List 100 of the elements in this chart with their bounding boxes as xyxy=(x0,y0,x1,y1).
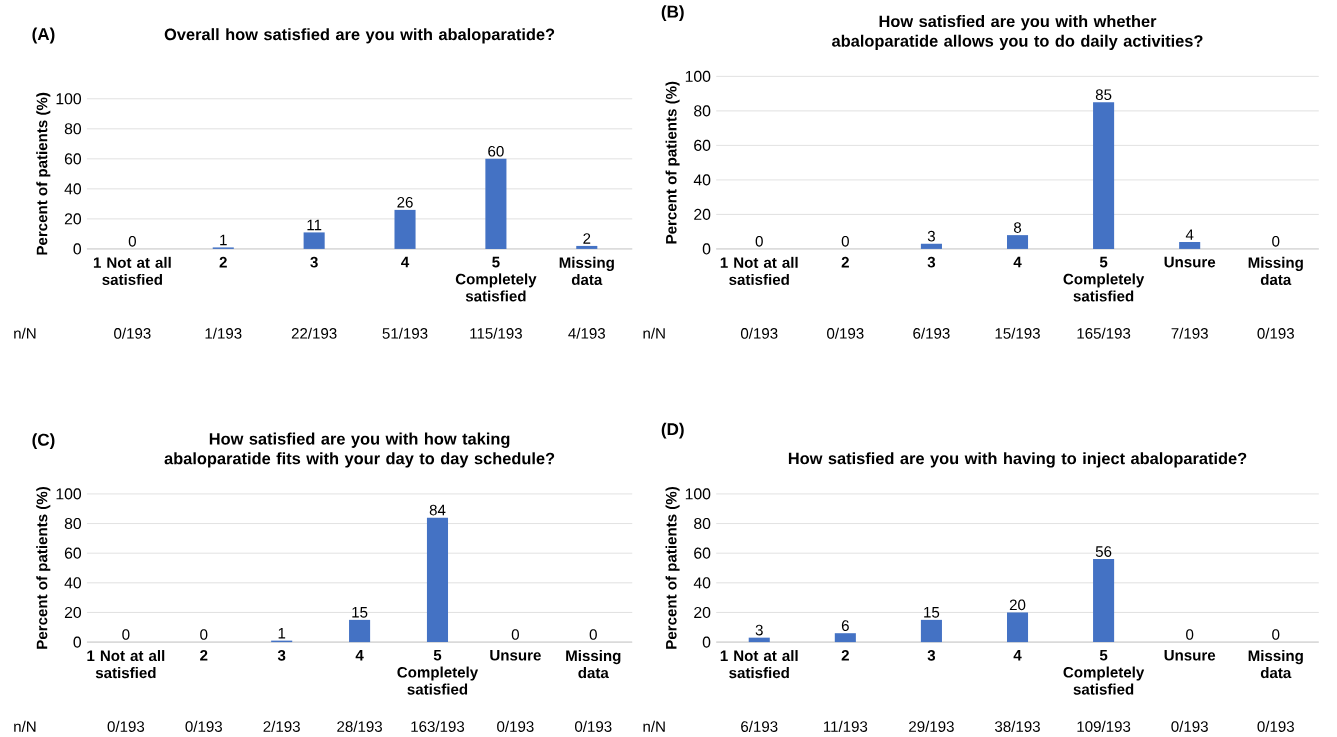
text: 0/193 xyxy=(1257,720,1294,732)
text: 7/193 xyxy=(1171,327,1208,339)
x-tick-label: 4 xyxy=(401,256,410,268)
text: 29/193 xyxy=(909,720,954,732)
y-tick-label: 80 xyxy=(694,518,711,530)
y-tick-label: 0 xyxy=(702,636,711,648)
bar xyxy=(1006,612,1029,643)
x-tick-label: 1 Not at all satisfied xyxy=(720,256,798,286)
chart-title: How satisfied are you with how taking abaloparatide fits with your day to day schedule? xyxy=(164,432,555,468)
y-tick-label: 60 xyxy=(64,547,82,559)
data-label: 0 xyxy=(841,236,849,247)
data-label: 0 xyxy=(511,629,519,640)
x-tick-label: Missing data xyxy=(566,650,621,679)
y-tick-label: 40 xyxy=(64,183,82,195)
y-tick-label: 0 xyxy=(73,243,82,255)
y-axis-title: Percent of patients (%) xyxy=(665,81,680,244)
y-tick-label: 40 xyxy=(693,577,711,589)
text: 28/193 xyxy=(337,720,382,732)
x-tick-label: Unsure xyxy=(1164,650,1216,661)
data-label: 3 xyxy=(927,230,935,242)
data-label: 0 xyxy=(200,629,208,640)
x-tick-label: 2 xyxy=(841,256,849,268)
y-tick-label: 60 xyxy=(64,153,82,165)
text: (B) xyxy=(661,5,684,22)
text: 6/193 xyxy=(741,720,778,732)
chart-title: Overall how satisfied are you with abaloparatide? xyxy=(164,28,555,44)
y-axis-title: Percent of patients (%) xyxy=(36,92,51,255)
data-label: 1 xyxy=(220,234,227,246)
data-label: 0 xyxy=(122,629,130,640)
y-tick-label: 20 xyxy=(64,606,82,619)
data-label: 8 xyxy=(1013,222,1022,233)
data-label: 15 xyxy=(924,607,940,618)
x-tick-label: 3 xyxy=(927,650,936,661)
x-tick-label: 3 xyxy=(277,650,286,661)
data-label: 56 xyxy=(1095,546,1112,557)
x-tick-label: 2 xyxy=(200,650,208,661)
chart-title: How satisfied are you with having to inject abaloparatide? xyxy=(788,452,1247,468)
text: n/N xyxy=(643,327,665,339)
text: (A) xyxy=(32,27,55,44)
y-tick-label: 20 xyxy=(64,213,82,225)
y-tick-label: 100 xyxy=(685,488,711,500)
y-axis-title: Percent of patients (%) xyxy=(665,487,680,649)
x-tick-label: 5 Completely satisfied xyxy=(397,650,479,695)
bar xyxy=(426,517,449,643)
x-tick-label: Missing data xyxy=(1248,650,1303,679)
y-tick-label: 0 xyxy=(702,243,711,255)
text: 0/193 xyxy=(114,327,151,339)
text: 2/193 xyxy=(263,720,300,732)
data-label: 1 xyxy=(278,628,286,639)
data-label: 84 xyxy=(429,504,446,516)
data-label: 6 xyxy=(841,620,849,631)
x-tick-label: 2 xyxy=(219,256,227,268)
text: n/N xyxy=(14,720,36,732)
x-tick-label: Unsure xyxy=(1164,256,1216,268)
bar xyxy=(920,619,942,643)
data-label: 85 xyxy=(1095,89,1112,101)
text: 115/193 xyxy=(470,327,522,339)
x-tick-label: Missing data xyxy=(1248,256,1303,286)
y-tick-label: 0 xyxy=(73,636,82,648)
text: 0/193 xyxy=(575,720,612,732)
text: n/N xyxy=(14,327,36,339)
data-label: 60 xyxy=(488,145,504,157)
x-tick-label: 1 Not at all satisfied xyxy=(720,650,798,679)
text: 0/193 xyxy=(827,327,864,339)
text: n/N xyxy=(643,720,665,732)
bar xyxy=(1093,102,1115,249)
text: 163/193 xyxy=(411,720,465,732)
data-label: 0 xyxy=(1272,236,1280,247)
text: 0/193 xyxy=(497,720,534,732)
data-label: 0 xyxy=(1186,629,1194,640)
bar xyxy=(303,232,325,249)
y-tick-label: 100 xyxy=(56,93,82,105)
x-tick-label: 5 Completely satisfied xyxy=(455,256,537,302)
bar xyxy=(349,619,371,643)
data-label: 0 xyxy=(755,236,763,247)
y-tick-label: 60 xyxy=(694,547,711,559)
text: 109/193 xyxy=(1077,720,1131,732)
text: 165/193 xyxy=(1077,327,1131,339)
y-tick-label: 40 xyxy=(64,577,82,589)
bar xyxy=(1006,235,1029,249)
data-label: 0 xyxy=(1272,629,1280,640)
text: (C) xyxy=(32,433,55,450)
x-tick-label: 3 xyxy=(927,256,936,268)
y-tick-label: 60 xyxy=(694,139,711,151)
text: 0/193 xyxy=(1171,720,1208,732)
text: 51/193 xyxy=(382,327,428,339)
y-axis-title: Percent of patients (%) xyxy=(36,487,51,649)
x-tick-label: 4 xyxy=(1013,256,1022,268)
text: 0/193 xyxy=(1257,327,1294,339)
bar xyxy=(576,245,598,249)
chart-title: How satisfied are you with whether abaloparatide allows you to do daily activities? xyxy=(832,15,1203,51)
data-label: 0 xyxy=(128,236,136,247)
text: 4/193 xyxy=(568,327,605,339)
text: (D) xyxy=(661,422,684,439)
data-label: 3 xyxy=(755,624,763,636)
x-tick-label: 4 xyxy=(1013,650,1022,661)
data-label: 2 xyxy=(583,233,591,244)
y-tick-label: 100 xyxy=(56,488,82,500)
bar xyxy=(485,158,507,249)
x-tick-label: 5 Completely satisfied xyxy=(1063,256,1145,302)
